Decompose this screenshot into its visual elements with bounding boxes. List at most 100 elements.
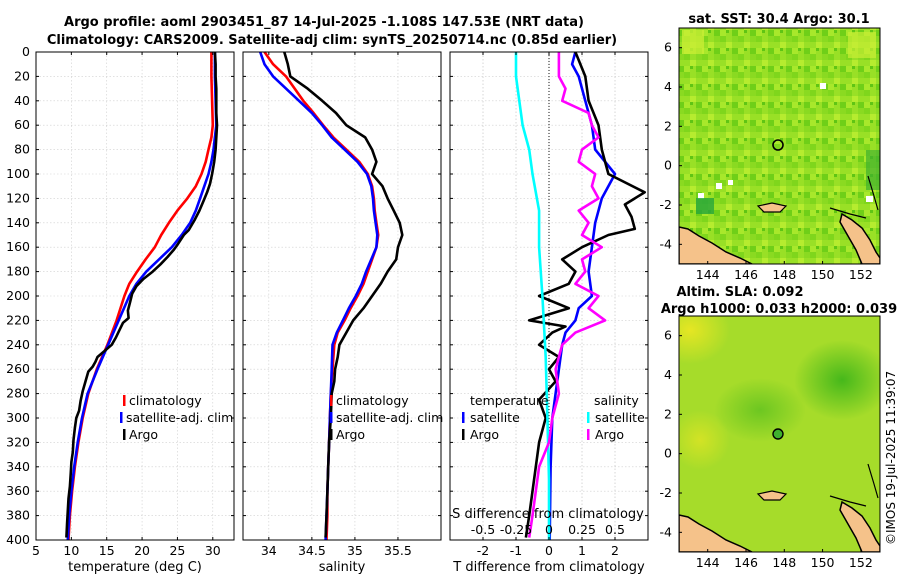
legend-swatch-climatology — [123, 395, 126, 406]
y-tick-label: 360 — [6, 483, 30, 498]
x-tick-label: -2 — [477, 543, 489, 558]
map-x-tick-label: 144 — [696, 267, 720, 282]
y-tick-label: 260 — [6, 361, 30, 376]
map-x-tick-label: 150 — [811, 267, 835, 282]
x-tick-label: 0 — [545, 543, 553, 558]
map-x-tick-label: 144 — [696, 555, 720, 570]
sst-land-new-guinea — [679, 226, 753, 264]
sla-land-new-guinea — [679, 514, 753, 552]
y-tick-label: 40 — [14, 93, 30, 108]
map-y-tick-label: -4 — [660, 524, 673, 539]
map-y-tick-label: 6 — [664, 40, 672, 55]
series-line-temperature-argo — [524, 51, 646, 538]
sst-cool-patch — [866, 150, 880, 190]
sla-low-anomaly — [794, 340, 880, 420]
sst-missing-patch — [716, 183, 722, 189]
legend-swatch-temp-argo — [462, 429, 465, 440]
sla-low-anomaly — [714, 378, 806, 442]
y-tick-label: 80 — [14, 142, 30, 157]
chart-panel-temperature: 5 10 15 20 25 3002040608010012014016018020022… — [6, 44, 235, 558]
sla-map-frame — [678, 315, 881, 553]
s-tick-label: 0.25 — [568, 522, 596, 537]
y-tick-label: 180 — [6, 264, 30, 279]
sla-high-anomaly — [679, 316, 730, 364]
difference-legend: temperature salinity satellite Argo sate… — [462, 393, 645, 442]
map-y-tick-label: -4 — [660, 236, 673, 251]
series-line-salinity-satellite — [514, 52, 551, 540]
figure-title-line1: Argo profile: aoml 2903451_87 14-Jul-202… — [64, 15, 584, 30]
y-tick-label: 240 — [6, 337, 30, 352]
y-tick-label: 300 — [6, 410, 30, 425]
sst-coastline — [829, 175, 879, 219]
x-tick-label: 5 — [32, 543, 40, 558]
difference-xlabel: T difference from climatology — [452, 560, 645, 575]
x-tick-label: 35 — [347, 543, 363, 558]
legend-swatch-argo — [330, 429, 333, 440]
x-tick-label: 10 — [63, 543, 79, 558]
sst-missing-patch — [728, 180, 733, 185]
map-y-tick-label: 2 — [664, 406, 672, 421]
sla-land-new-ireland — [839, 500, 880, 552]
sst-missing-patch — [866, 196, 873, 202]
salinity-xlabel: salinity — [319, 560, 366, 575]
map-x-tick-label: 150 — [811, 555, 835, 570]
sst-map-title: sat. SST: 30.4 Argo: 30.1 — [688, 12, 869, 27]
legend-label-climatology: climatology — [336, 393, 409, 408]
temperature-legend: climatology satellite-adj. clim Argo — [120, 393, 233, 442]
legend-label-sal-satellite: satellite — [595, 410, 645, 425]
y-tick-label: 20 — [14, 68, 30, 83]
y-tick-label: 320 — [6, 434, 30, 449]
figure-title-line2: Climatology: CARS2009. Satellite-adj cli… — [47, 33, 617, 48]
sla-coastline — [829, 463, 879, 507]
map-y-tick-label: -2 — [660, 197, 672, 212]
map-x-tick-label: 146 — [734, 555, 758, 570]
series-line-salinity-argo — [527, 52, 607, 538]
sla-map-title-line2: Argo h1000: 0.033 h2000: 0.039 — [661, 302, 897, 317]
sst-missing-patch — [820, 83, 826, 89]
legend-label-satellite-adj: satellite-adj. clim — [336, 410, 443, 425]
legend-swatch-sal-argo — [587, 429, 590, 440]
y-tick-label: 200 — [6, 288, 30, 303]
sst-map-frame — [678, 27, 881, 265]
temperature-xlabel: temperature (deg C) — [68, 560, 202, 575]
salinity-legend: climatology satellite-adj. clim Argo — [330, 393, 443, 442]
map-y-tick-label: 4 — [664, 367, 672, 382]
legend-swatch-satellite-adj — [330, 412, 333, 423]
chart-panel-salinity: 34 34.5 35 35.5 — [242, 51, 442, 558]
x-tick-label: -1 — [510, 543, 522, 558]
x-tick-label: 2 — [611, 543, 619, 558]
y-tick-label: 160 — [6, 239, 30, 254]
sst-missing-patch — [698, 193, 704, 199]
y-tick-label: 380 — [6, 508, 30, 523]
profile-panels: 5 10 15 20 25 3002040608010012014016018020022… — [6, 44, 649, 558]
x-tick-label: 15 — [99, 543, 115, 558]
s-difference-ticks: -0.5 -0.25 0 0.25 0.5 — [471, 522, 625, 537]
map-y-tick-label: 6 — [664, 328, 672, 343]
legend-swatch-sal-satellite — [587, 412, 590, 423]
legend-title-salinity: salinity — [594, 393, 639, 408]
sst-map-axes: 144 146 148 150 152 6 4 2 0 -2 -4 — [660, 40, 873, 282]
s-tick-label: -0.25 — [500, 522, 532, 537]
map-y-tick-label: 2 — [664, 118, 672, 133]
legend-label-temp-satellite: satellite — [470, 410, 520, 425]
y-tick-label: 340 — [6, 459, 30, 474]
x-tick-label: 34 — [261, 543, 277, 558]
legend-label-sal-argo: Argo — [595, 427, 624, 442]
legend-label-climatology: climatology — [129, 393, 202, 408]
map-y-tick-label: 4 — [664, 79, 672, 94]
x-tick-label: 30 — [205, 543, 221, 558]
x-tick-label: 1 — [578, 543, 586, 558]
sst-map — [679, 28, 880, 264]
map-x-tick-label: 152 — [849, 555, 873, 570]
sst-warm-patch — [848, 32, 876, 58]
legend-label-argo: Argo — [129, 427, 158, 442]
legend-label-temp-argo: Argo — [470, 427, 499, 442]
x-tick-label: 34.5 — [298, 543, 326, 558]
legend-swatch-temp-satellite — [462, 412, 465, 423]
y-tick-label: 140 — [6, 215, 30, 230]
x-tick-label: 25 — [169, 543, 185, 558]
sst-land-new-ireland — [839, 212, 880, 264]
y-tick-label: 120 — [6, 190, 30, 205]
legend-swatch-argo — [123, 429, 126, 440]
